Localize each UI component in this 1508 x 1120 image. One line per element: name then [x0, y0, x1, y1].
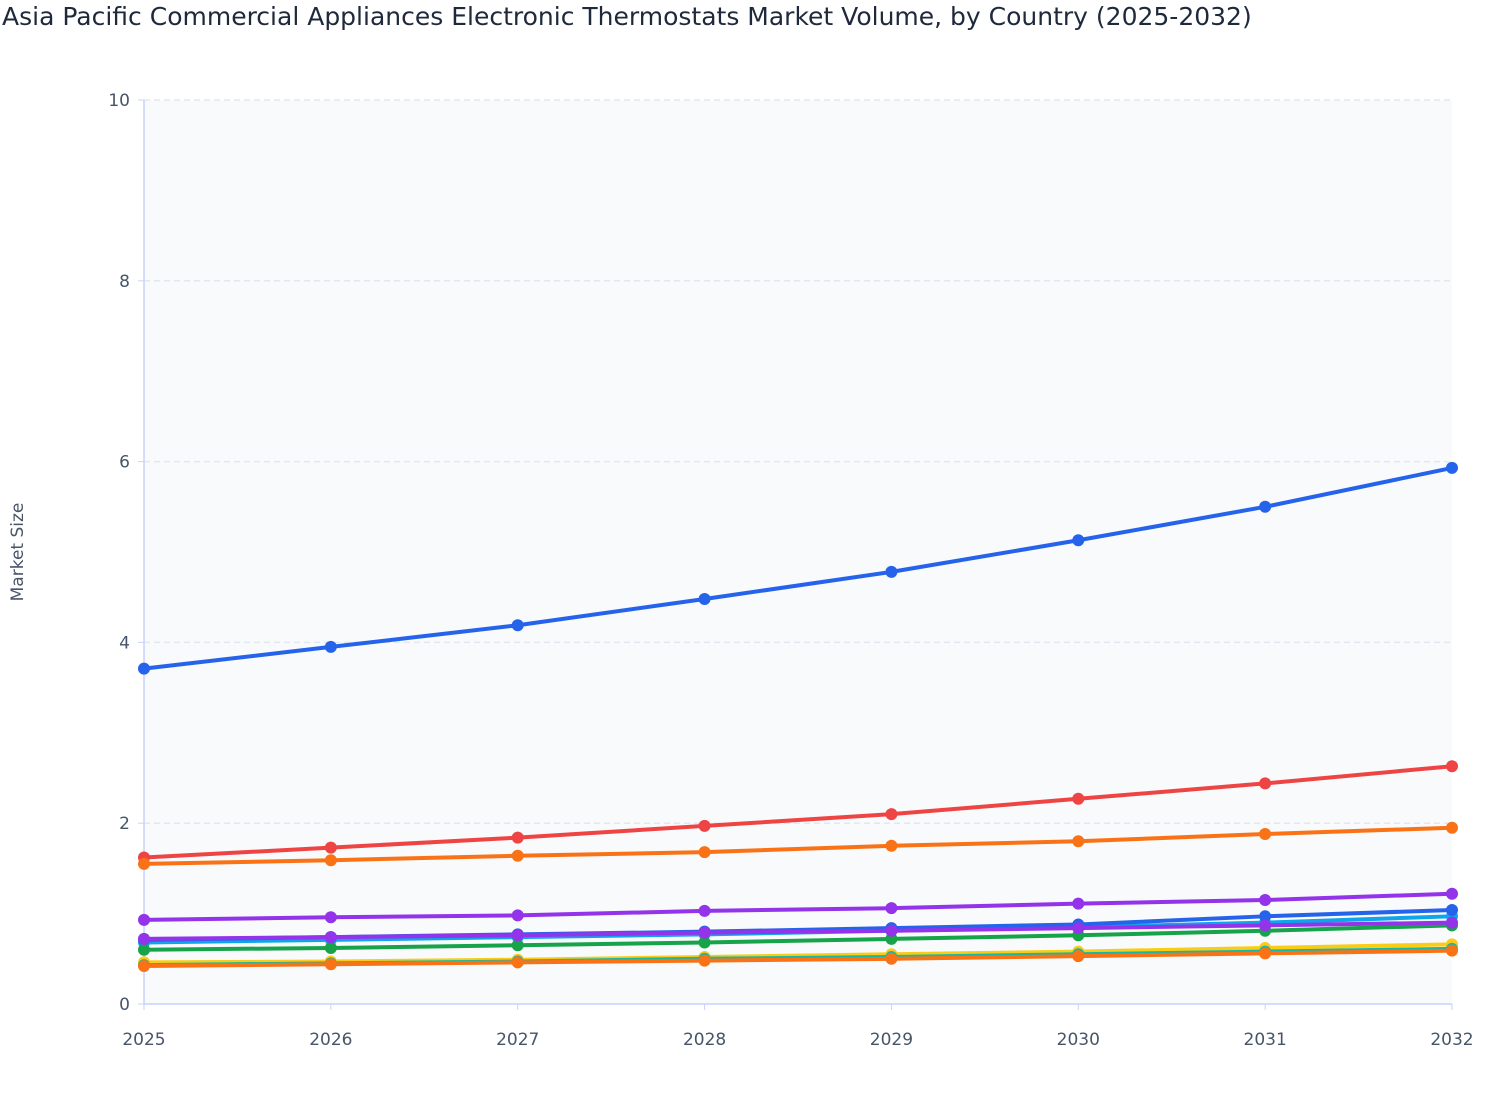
data-point[interactable]: [1072, 835, 1085, 848]
series-line: [143, 764, 1453, 860]
data-point[interactable]: [1259, 777, 1272, 790]
data-point[interactable]: [1072, 922, 1085, 935]
y-tick-label: 4: [119, 633, 130, 653]
data-point[interactable]: [698, 819, 711, 832]
data-point[interactable]: [138, 943, 150, 956]
series-10: [138, 944, 1458, 973]
data-point[interactable]: [324, 854, 337, 867]
data-point[interactable]: [1446, 887, 1458, 900]
y-axis-label: Market Size: [8, 503, 28, 602]
data-point[interactable]: [324, 640, 337, 653]
data-point[interactable]: [138, 932, 150, 945]
data-point[interactable]: [138, 913, 150, 926]
data-point[interactable]: [885, 952, 898, 965]
chart-title: Asia Pacific Commercial Appliances Elect…: [2, 2, 1252, 31]
series-2: [138, 821, 1458, 870]
y-tick-label: 8: [119, 272, 130, 292]
data-point[interactable]: [1446, 461, 1458, 474]
data-point[interactable]: [1446, 944, 1458, 957]
data-point[interactable]: [698, 954, 711, 967]
data-point[interactable]: [138, 662, 150, 675]
plot-area: [144, 100, 1452, 1004]
data-point[interactable]: [885, 839, 898, 852]
data-point[interactable]: [511, 909, 524, 922]
x-tick-label: 2031: [1244, 1030, 1287, 1050]
data-point[interactable]: [1072, 897, 1085, 910]
data-point[interactable]: [324, 911, 337, 924]
data-point[interactable]: [511, 831, 524, 844]
data-point[interactable]: [324, 841, 337, 854]
y-tick-label: 2: [119, 814, 130, 834]
data-point[interactable]: [1072, 792, 1085, 805]
data-point[interactable]: [885, 924, 898, 937]
y-tick-label: 10: [108, 91, 130, 111]
data-point[interactable]: [511, 849, 524, 862]
data-point[interactable]: [1072, 534, 1085, 547]
data-point[interactable]: [1259, 500, 1272, 513]
data-point[interactable]: [698, 926, 711, 939]
data-point[interactable]: [1446, 821, 1458, 834]
series-0: [138, 461, 1458, 675]
x-tick-label: 2027: [496, 1030, 539, 1050]
data-point[interactable]: [138, 960, 150, 973]
data-point[interactable]: [138, 857, 150, 870]
data-point[interactable]: [324, 958, 337, 971]
data-point[interactable]: [1259, 947, 1272, 960]
data-point[interactable]: [511, 619, 524, 632]
y-tick-label: 0: [119, 995, 130, 1015]
data-point[interactable]: [511, 929, 524, 942]
data-point[interactable]: [1259, 894, 1272, 907]
x-tick-label: 2030: [1057, 1030, 1100, 1050]
data-point[interactable]: [885, 808, 898, 821]
data-point[interactable]: [698, 846, 711, 859]
data-point[interactable]: [1446, 760, 1458, 773]
series-7: [138, 916, 1458, 945]
series-line: [143, 948, 1453, 969]
data-point[interactable]: [885, 902, 898, 915]
data-point[interactable]: [1446, 903, 1458, 916]
data-point[interactable]: [511, 956, 524, 969]
series-line: [143, 923, 1453, 952]
y-tick-label: 6: [119, 453, 130, 473]
x-tick-label: 2028: [683, 1030, 726, 1050]
data-point[interactable]: [698, 593, 711, 606]
x-tick-label: 2029: [870, 1030, 913, 1050]
data-point[interactable]: [698, 904, 711, 917]
series-line: [143, 891, 1453, 922]
series-line: [143, 920, 1453, 941]
data-point[interactable]: [1446, 916, 1458, 929]
data-point[interactable]: [511, 939, 524, 952]
data-point[interactable]: [1259, 919, 1272, 932]
x-tick-label: 2026: [309, 1030, 352, 1050]
series-line: [143, 465, 1453, 671]
data-point[interactable]: [1259, 828, 1272, 841]
data-point[interactable]: [324, 931, 337, 944]
data-point[interactable]: [1259, 910, 1272, 923]
series-3: [138, 887, 1458, 926]
x-tick-label: 2032: [1430, 1030, 1473, 1050]
data-point[interactable]: [324, 941, 337, 954]
data-point[interactable]: [698, 936, 711, 949]
data-point[interactable]: [1072, 950, 1085, 963]
data-point[interactable]: [885, 565, 898, 578]
x-tick-label: 2025: [122, 1030, 165, 1050]
series-line: [143, 825, 1453, 866]
